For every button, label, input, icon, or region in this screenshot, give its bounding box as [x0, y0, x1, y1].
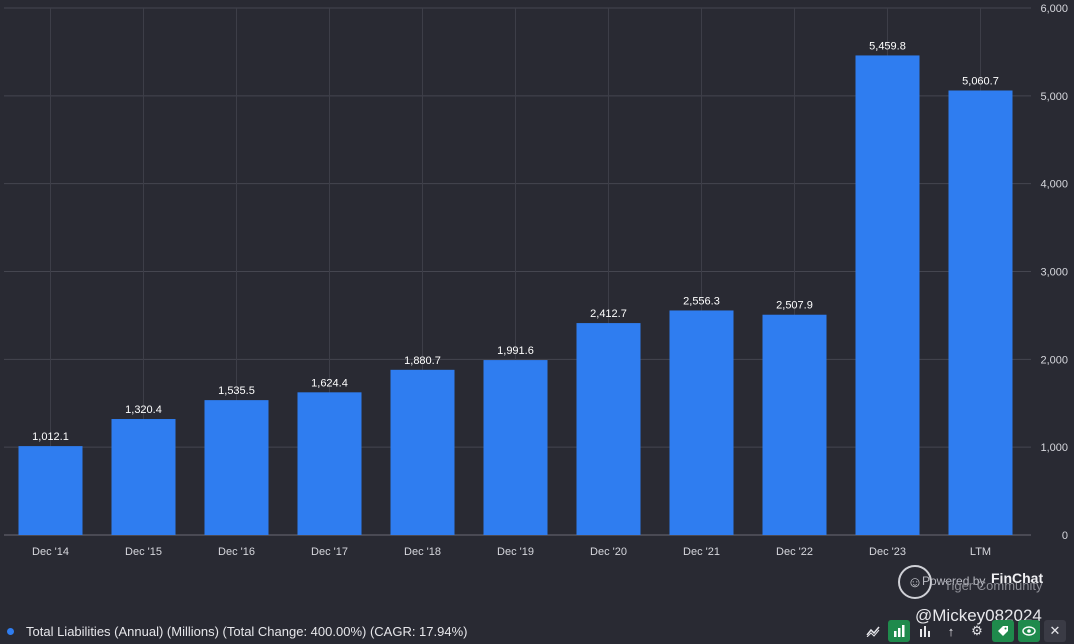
- bar-5: [483, 360, 548, 535]
- data-label-10: 5,060.7: [962, 76, 999, 88]
- data-label-9: 5,459.8: [869, 40, 906, 52]
- bar-8: [762, 314, 827, 535]
- data-label-5: 1,991.6: [497, 345, 534, 357]
- column-chart-icon[interactable]: [914, 620, 936, 642]
- eye-icon[interactable]: [1018, 620, 1040, 642]
- bar-chart: 1,012.1 1,320.4 1,535.5 1,624.4 1,880.7 1,991…: [4, 3, 1068, 558]
- x-tick-label-4: Dec '18: [404, 546, 441, 558]
- data-label-3: 1,624.4: [311, 377, 348, 389]
- data-label-0: 1,012.1: [32, 431, 69, 443]
- bar-2: [204, 400, 269, 535]
- bar-1: [111, 419, 176, 535]
- y-axis-ticks: 0 1,000 2,000 3,000 4,000 5,000 6,000: [1040, 3, 1068, 542]
- x-tick-label-8: Dec '22: [776, 546, 813, 558]
- data-label-4: 1,880.7: [404, 355, 441, 367]
- sort-icon[interactable]: ↑: [947, 623, 955, 639]
- x-tick-label-2: Dec '16: [218, 546, 255, 558]
- tiger-logo-icon: ☺: [898, 565, 932, 599]
- y-tick-label-6: 6,000: [1040, 3, 1068, 15]
- bar-chart-icon[interactable]: [888, 620, 910, 642]
- data-label-6: 2,412.7: [590, 308, 627, 320]
- powered-by-label: Powered by: [922, 574, 986, 588]
- bar-3: [297, 392, 362, 535]
- data-label-8: 2,507.9: [776, 300, 813, 312]
- y-tick-label-5: 5,000: [1040, 91, 1068, 103]
- legend-label[interactable]: Total Liabilities (Annual) (Millions) (T…: [26, 623, 468, 639]
- x-tick-label-0: Dec '14: [32, 546, 69, 558]
- x-tick-label-3: Dec '17: [311, 546, 348, 558]
- y-tick-label-4: 4,000: [1040, 179, 1068, 191]
- bar-6: [576, 323, 641, 535]
- finchat-logo: FinChat: [991, 570, 1044, 586]
- watermark-label: Tiger Community: [944, 578, 1043, 593]
- chart-toolbar: ↑ ⚙ ✕: [862, 620, 1066, 642]
- data-label-7: 2,556.3: [683, 295, 720, 307]
- x-tick-label-10: LTM: [970, 546, 991, 558]
- bar-0: [18, 446, 83, 535]
- y-tick-label-2: 2,000: [1040, 354, 1068, 366]
- y-tick-label-3: 3,000: [1040, 267, 1068, 279]
- x-tick-label-9: Dec '23: [869, 546, 906, 558]
- bar-7: [669, 310, 734, 535]
- branding: ☺ Powered by Tiger Community FinChat: [898, 564, 1068, 604]
- gear-icon[interactable]: ⚙: [971, 623, 983, 638]
- y-tick-label-1: 1,000: [1040, 442, 1068, 454]
- chart-bars: [18, 55, 1013, 536]
- data-label-2: 1,535.5: [218, 385, 255, 397]
- bar-9: [855, 55, 920, 535]
- y-tick-label-0: 0: [1062, 530, 1068, 542]
- x-tick-label-6: Dec '20: [590, 546, 627, 558]
- x-tick-label-5: Dec '19: [497, 546, 534, 558]
- close-icon[interactable]: ✕: [1044, 620, 1066, 642]
- x-tick-label-7: Dec '21: [683, 546, 720, 558]
- tag-icon[interactable]: [992, 620, 1014, 642]
- x-axis-ticks: Dec '14 Dec '15 Dec '16 Dec '17 Dec '18 Dec '…: [32, 546, 991, 558]
- data-label-1: 1,320.4: [125, 404, 162, 416]
- bar-4: [390, 369, 455, 535]
- chart-legend: Total Liabilities (Annual) (Millions) (T…: [0, 618, 1074, 644]
- chart-data-labels: 1,012.1 1,320.4 1,535.5 1,624.4 1,880.7 1,991…: [32, 40, 999, 443]
- x-tick-label-1: Dec '15: [125, 546, 162, 558]
- legend-dot-icon: [7, 627, 14, 635]
- bar-10: [948, 90, 1013, 536]
- line-chart-icon[interactable]: [862, 620, 884, 642]
